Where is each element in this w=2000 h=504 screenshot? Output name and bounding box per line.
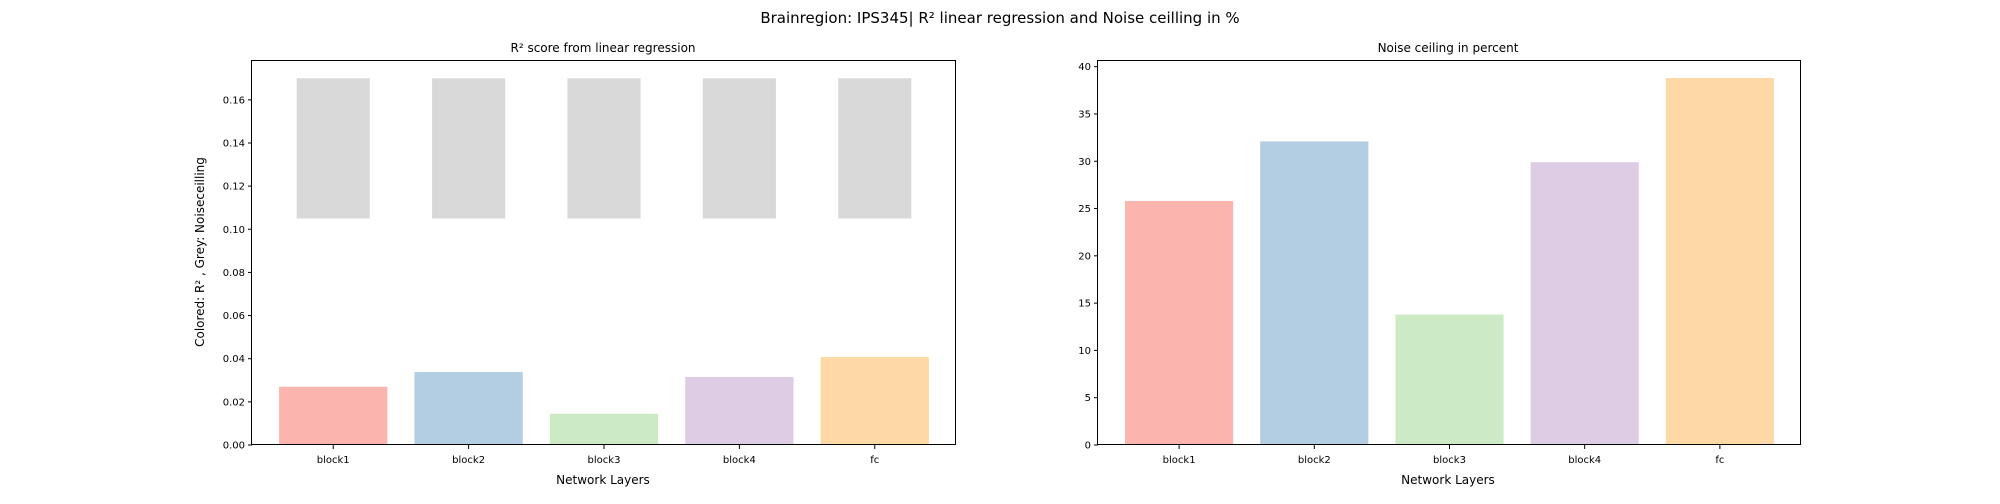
r2-chart-x-axis: block1 block2 block3 block4 fc (317, 445, 879, 466)
noise-ceiling-chart-x-label: Network Layers (1401, 473, 1495, 487)
r2-chart-y-label: Colored: R² , Grey: Noiseceilling (193, 157, 207, 347)
noise-ceiling-y-tick-label: 40 (1078, 62, 1091, 73)
r2-bar-fc (820, 356, 929, 445)
r2-noise-bar-block2 (432, 78, 506, 219)
r2-x-tick-label: block1 (317, 455, 350, 466)
r2-chart-frame (251, 60, 956, 445)
r2-bar-block4 (685, 377, 794, 445)
noise-ceiling-bar-block1 (1125, 200, 1234, 445)
r2-y-tick-label: 0.08 (223, 268, 245, 279)
r2-x-tick-label: block2 (452, 455, 485, 466)
r2-y-tick-label: 0.04 (223, 354, 245, 365)
noise-ceiling-y-tick-label: 5 (1085, 393, 1091, 404)
r2-chart: R² score from linear regression 0.00 0.02… (193, 41, 956, 487)
noise-ceiling-y-tick-label: 35 (1078, 109, 1091, 120)
noise-ceiling-chart-title: Noise ceiling in percent (1378, 41, 1519, 55)
r2-chart-title: R² score from linear regression (510, 41, 695, 55)
figure-title: Brainregion: IPS345| R² linear regressio… (760, 9, 1239, 27)
r2-bar-block2 (414, 372, 523, 445)
r2-x-tick-label: block4 (723, 455, 756, 466)
r2-chart-marks (279, 78, 929, 445)
noise-ceiling-x-tick-label: fc (1715, 455, 1724, 466)
r2-y-tick-label: 0.00 (223, 441, 245, 452)
r2-y-tick-label: 0.16 (223, 95, 245, 106)
r2-y-tick-label: 0.10 (223, 225, 245, 236)
r2-y-tick-label: 0.02 (223, 397, 245, 408)
noise-ceiling-x-tick-label: block2 (1298, 455, 1331, 466)
noise-ceiling-chart: Noise ceiling in percent 0 5 10 15 20 25 30 35 4… (1078, 41, 1801, 487)
r2-noise-bar-block4 (702, 78, 776, 219)
r2-noise-bar-fc (838, 78, 912, 219)
noise-ceiling-x-tick-label: block4 (1568, 455, 1601, 466)
noise-ceiling-y-tick-label: 10 (1078, 346, 1091, 357)
noise-ceiling-y-tick-label: 15 (1078, 299, 1091, 310)
noise-ceiling-x-tick-label: block3 (1433, 455, 1466, 466)
r2-y-tick-label: 0.12 (223, 182, 245, 193)
noise-ceiling-bar-block3 (1395, 314, 1504, 445)
r2-chart-y-axis: 0.00 0.02 0.04 0.06 0.08 0.10 0.12 0.14 0.16 (223, 95, 252, 452)
r2-x-tick-label: fc (870, 455, 879, 466)
noise-ceiling-y-tick-label: 0 (1085, 441, 1091, 452)
noise-ceiling-bar-fc (1665, 78, 1774, 445)
noise-ceiling-chart-frame (1097, 60, 1801, 445)
r2-chart-x-label: Network Layers (556, 473, 650, 487)
r2-noise-bar-block3 (567, 78, 641, 219)
noise-ceiling-chart-y-axis: 0 5 10 15 20 25 30 35 40 (1078, 62, 1098, 452)
noise-ceiling-y-tick-label: 30 (1078, 157, 1091, 168)
r2-bar-block1 (279, 386, 388, 445)
noise-ceiling-bar-block4 (1530, 162, 1639, 445)
r2-y-tick-label: 0.14 (223, 138, 245, 149)
noise-ceiling-y-tick-label: 20 (1078, 251, 1091, 262)
noise-ceiling-y-tick-label: 25 (1078, 204, 1091, 215)
r2-noise-bar-block1 (296, 78, 370, 219)
noise-ceiling-chart-marks (1125, 78, 1774, 445)
r2-x-tick-label: block3 (588, 455, 621, 466)
noise-ceiling-bar-block2 (1260, 141, 1369, 445)
noise-ceiling-x-tick-label: block1 (1163, 455, 1196, 466)
r2-y-tick-label: 0.06 (223, 311, 245, 322)
noise-ceiling-chart-x-axis: block1 block2 block3 block4 fc (1163, 445, 1724, 466)
r2-bar-block3 (549, 413, 659, 445)
